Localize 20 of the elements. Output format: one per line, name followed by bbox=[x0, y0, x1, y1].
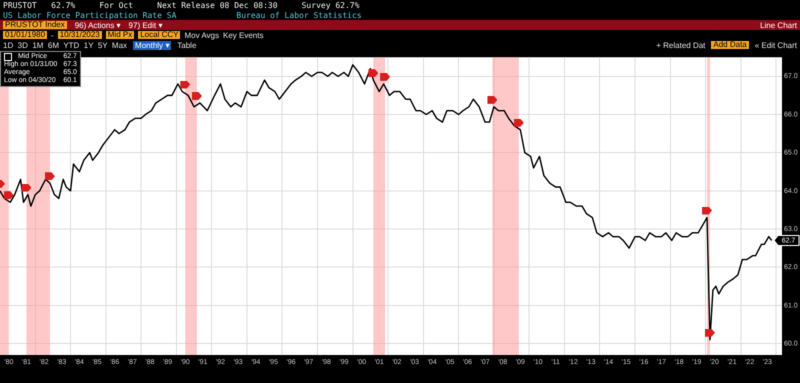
text: « Edit Chart bbox=[754, 40, 797, 50]
text: Monthly ▾ bbox=[133, 40, 172, 50]
text: PRUSTOT 62.7% For Oct Next Release 08 Dec 08:30 Survey 62.7% bbox=[3, 0, 360, 10]
text: 01/01/1980 bbox=[3, 30, 48, 39]
chart-subtitle: Bureau of Labor Statistics bbox=[236, 10, 362, 20]
chart-title: US Labor Force Participation Rate SA bbox=[3, 10, 176, 20]
text: 96) Actions ▾ bbox=[74, 20, 121, 30]
text: Key Events bbox=[223, 30, 264, 40]
text: + Related Dat bbox=[656, 40, 706, 50]
text: PRUSTOT Index bbox=[3, 20, 67, 29]
text: - bbox=[51, 30, 54, 40]
text: Line Chart bbox=[760, 20, 797, 30]
text: Mid Px bbox=[106, 30, 134, 39]
text: 1D 3D 1M 6M YTD 1Y 5Y Max bbox=[3, 40, 128, 50]
text: 97) Edit ▾ bbox=[128, 20, 162, 30]
text: 10/31/2023 bbox=[58, 30, 102, 39]
text: Table bbox=[177, 40, 196, 50]
text: Mov Avgs bbox=[184, 30, 220, 40]
text: Local CCY bbox=[138, 30, 180, 39]
text: Add Data bbox=[711, 40, 749, 49]
